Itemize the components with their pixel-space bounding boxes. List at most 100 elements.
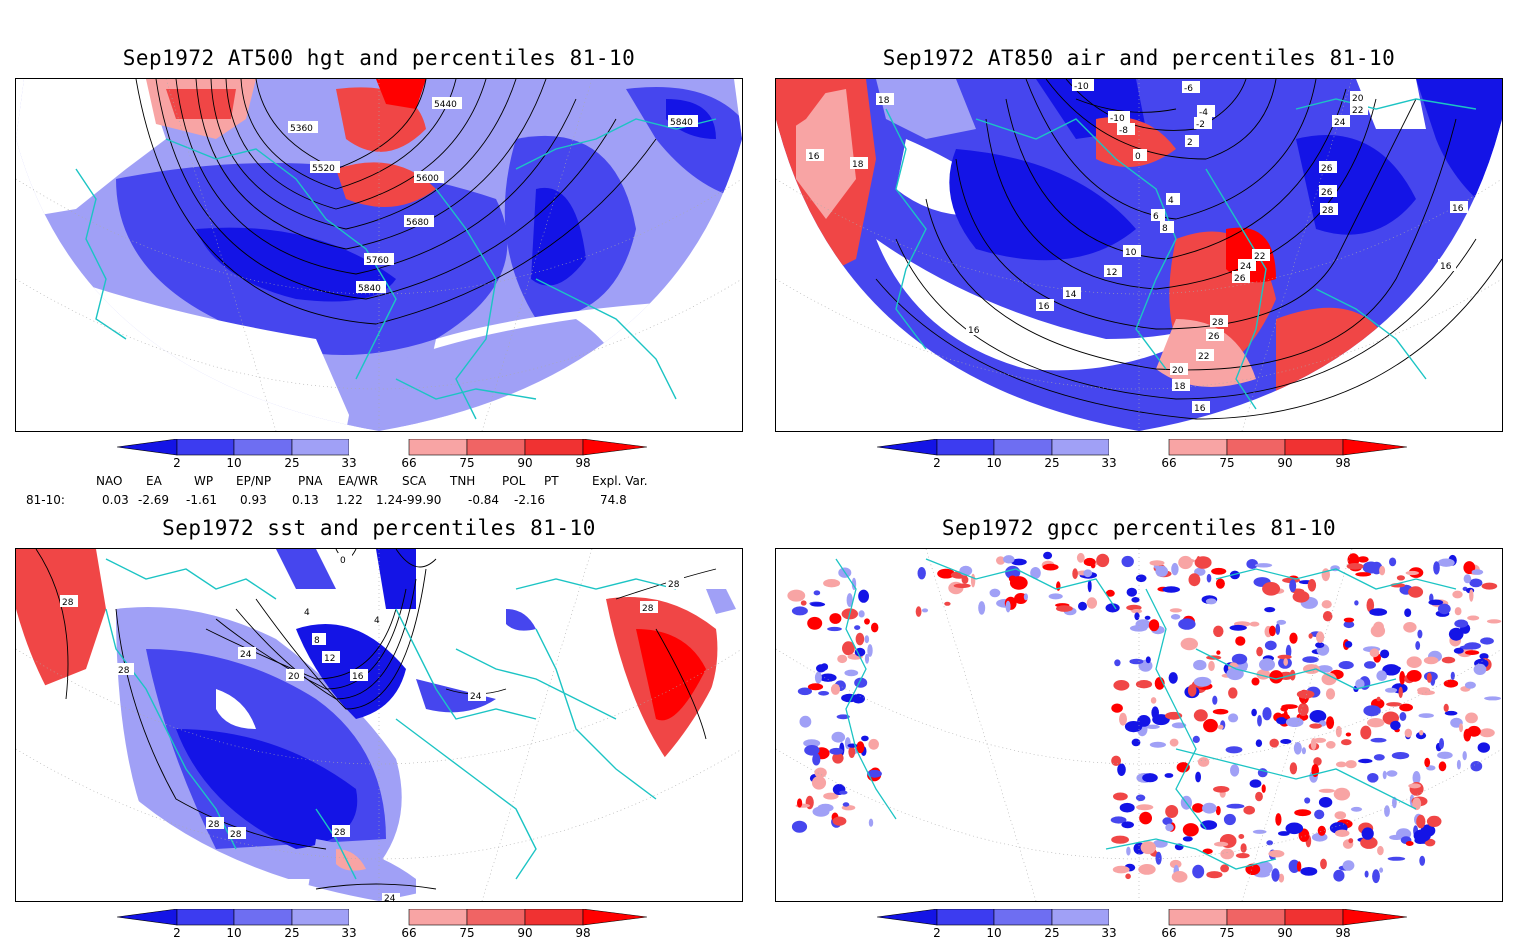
precip-percentile-blob xyxy=(1467,615,1480,621)
contour-label: 2 xyxy=(1185,135,1199,148)
contour-label: 22 xyxy=(1252,249,1270,262)
precip-percentile-blob xyxy=(858,610,865,618)
svg-text:16: 16 xyxy=(1452,204,1464,214)
sst-contour-labels: 28 28 0 4 8 12 16 20 24 4 24 28 28 28 28… xyxy=(60,553,684,901)
colorbar-swatch xyxy=(349,439,409,455)
precip-percentile-blob xyxy=(1412,797,1422,811)
precip-percentile-blob xyxy=(1300,867,1318,876)
coastline-gpcc xyxy=(835,558,1457,870)
svg-text:6: 6 xyxy=(1153,212,1159,222)
precip-percentile-blob xyxy=(1138,864,1156,875)
map-sst: 28 28 0 4 8 12 16 20 24 4 24 28 28 28 28… xyxy=(15,548,743,902)
svg-text:24: 24 xyxy=(470,692,482,702)
precip-percentile-blob xyxy=(1473,663,1487,675)
precip-percentile-blob xyxy=(1238,834,1245,839)
index-header: PT xyxy=(544,474,559,488)
colorbar-swatches xyxy=(117,439,647,456)
svg-text:-10: -10 xyxy=(1110,114,1125,124)
precip-percentile-blob xyxy=(1136,804,1154,811)
contour-label: -10 xyxy=(1072,79,1094,92)
precip-percentile-blob xyxy=(1255,739,1263,747)
svg-text:18: 18 xyxy=(1174,382,1186,392)
colorbar-swatch xyxy=(877,909,938,926)
precip-percentile-blob xyxy=(1256,646,1263,657)
precip-percentile-blob xyxy=(811,776,827,790)
precip-percentile-blob xyxy=(1113,792,1128,801)
precip-percentile-blob xyxy=(1399,671,1406,685)
precip-percentile-blob xyxy=(1419,730,1424,736)
colorbar-air850: 2 10 25 33 66 75 90 98 xyxy=(877,439,1407,479)
precip-percentile-blob xyxy=(854,647,866,657)
precip-percentile-blob xyxy=(1428,599,1444,606)
precip-percentile-blob xyxy=(1149,741,1166,748)
precip-percentile-blob xyxy=(1193,659,1207,671)
svg-text:18: 18 xyxy=(852,160,864,170)
index-value: -0.84 xyxy=(468,493,500,507)
map-air850: -10 -6 -4 -2 -8 -10 0 2 18 16 18 4 6 8 1… xyxy=(775,78,1503,432)
precip-percentile-blob xyxy=(1479,653,1489,660)
precip-percentile-blob xyxy=(1205,598,1217,605)
contour-label: 24 xyxy=(468,689,486,702)
precip-percentile-blob xyxy=(1326,741,1336,749)
precip-percentile-blob xyxy=(854,625,861,630)
precip-percentile-blob xyxy=(1262,582,1281,596)
precip-percentile-blob xyxy=(1226,803,1245,809)
colorbar-swatch xyxy=(1051,439,1110,456)
precip-percentile-blob xyxy=(1203,718,1218,733)
precip-percentile-blob xyxy=(1412,771,1421,785)
precip-percentile-blob xyxy=(814,767,827,778)
precip-percentile-blob xyxy=(1111,835,1129,844)
precip-percentile-blob xyxy=(1076,552,1085,563)
precip-percentile-blob xyxy=(1155,851,1162,865)
colorbar-hgt500: 2 10 25 33 66 75 90 98 xyxy=(117,439,647,479)
precip-percentile-blob xyxy=(1408,783,1421,789)
precip-percentile-blob xyxy=(1484,696,1502,701)
precip-percentile-blob xyxy=(1321,672,1337,686)
precip-percentile-blob xyxy=(1298,828,1310,842)
precip-percentile-blob xyxy=(1334,829,1350,837)
colorbar-tick-label: 2 xyxy=(173,456,181,470)
precip-percentile-blob xyxy=(1389,834,1404,840)
precip-percentile-blob xyxy=(970,573,976,588)
precip-percentile-blob xyxy=(921,608,929,613)
colorbar-swatch xyxy=(1226,439,1286,456)
contour-label: 10 xyxy=(1123,245,1141,258)
precip-percentile-blob xyxy=(1111,755,1121,766)
precip-percentile-blob xyxy=(1443,679,1459,688)
precip-percentile-blob xyxy=(1354,600,1359,606)
index-header: TNH xyxy=(450,474,476,488)
precip-percentile-blob xyxy=(799,715,812,728)
precip-percentile-blob xyxy=(1289,762,1298,775)
precip-percentile-blob xyxy=(1426,672,1432,683)
colorbar-tick-label: 98 xyxy=(575,456,591,470)
colorbar-sst: 2 10 25 33 66 75 90 98 xyxy=(117,909,647,949)
precip-percentile-blob xyxy=(823,579,841,588)
precip-percentile-blob xyxy=(1261,784,1266,793)
precip-percentile-blob xyxy=(1418,713,1434,718)
precip-percentile-blob xyxy=(1271,868,1280,882)
svg-text:28: 28 xyxy=(118,666,130,676)
precip-percentile-blob xyxy=(1206,573,1212,583)
svg-text:24: 24 xyxy=(1240,262,1252,272)
precip-percentile-blob xyxy=(1384,805,1390,817)
precip-percentile-blob xyxy=(1180,637,1198,651)
precip-percentile-blob xyxy=(1379,565,1386,576)
colorbar-tick-label: 98 xyxy=(1335,926,1351,940)
svg-text:28: 28 xyxy=(642,604,654,614)
svg-text:28: 28 xyxy=(668,580,680,590)
precip-percentile-blob xyxy=(1276,619,1287,625)
precip-percentile-blob xyxy=(1225,746,1243,754)
precip-percentile-blob xyxy=(867,644,873,657)
precip-percentile-blob xyxy=(1182,836,1193,842)
precip-percentile-blob xyxy=(915,606,922,617)
colorbar-swatch xyxy=(117,909,178,926)
colorbar-tick-label: 33 xyxy=(341,926,357,940)
precip-percentile-blob xyxy=(1289,632,1298,644)
precip-percentile-blob xyxy=(1450,671,1455,680)
precip-percentile-blob xyxy=(1176,762,1190,773)
precip-percentile-blob xyxy=(1370,737,1387,743)
precip-percentile-blob xyxy=(1268,850,1285,858)
contour-label: 28 xyxy=(640,601,658,614)
precip-percentile-blob xyxy=(1278,873,1285,883)
svg-text:8: 8 xyxy=(314,636,320,646)
